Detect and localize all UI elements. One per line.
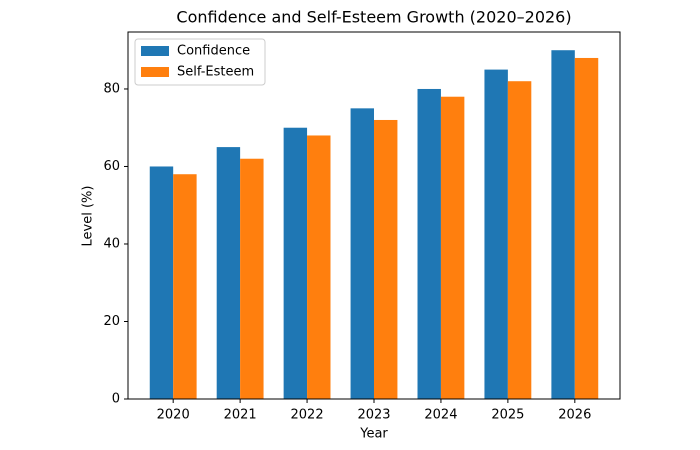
- legend-swatch: [141, 67, 169, 77]
- y-axis-label: Level (%): [81, 186, 96, 247]
- x-tick-label: 2024: [424, 408, 457, 423]
- bar: [507, 81, 532, 399]
- x-tick-label: 2021: [224, 408, 257, 423]
- y-tick-label: 80: [103, 81, 120, 96]
- bar: [417, 88, 441, 399]
- bar: [173, 174, 197, 399]
- x-tick-label: 2023: [357, 408, 390, 423]
- x-tick-label: 2022: [291, 408, 324, 423]
- bar: [283, 127, 308, 399]
- y-tick-label: 0: [112, 392, 120, 407]
- legend-label: Confidence: [177, 44, 250, 59]
- x-tick-label: 2026: [558, 408, 591, 423]
- x-tick-label: 2020: [157, 408, 190, 423]
- bar: [350, 108, 374, 399]
- legend-label: Self-Esteem: [177, 65, 254, 80]
- bar: [551, 50, 575, 400]
- x-axis-label: Year: [359, 427, 388, 442]
- bar: [307, 135, 331, 399]
- y-tick-label: 60: [103, 159, 120, 174]
- bar: [484, 69, 508, 399]
- y-tick-label: 20: [103, 314, 120, 329]
- bar: [216, 147, 241, 399]
- bar: [240, 158, 264, 399]
- bar: [574, 57, 599, 400]
- legend-swatch: [141, 46, 169, 56]
- plot-frame: [127, 31, 621, 400]
- bar: [440, 96, 465, 399]
- bar: [149, 166, 174, 399]
- x-tick-label: 2025: [491, 408, 524, 423]
- chart-title: Confidence and Self-Esteem Growth (2020–…: [176, 8, 571, 27]
- y-tick-label: 40: [103, 236, 120, 251]
- bar: [374, 119, 398, 399]
